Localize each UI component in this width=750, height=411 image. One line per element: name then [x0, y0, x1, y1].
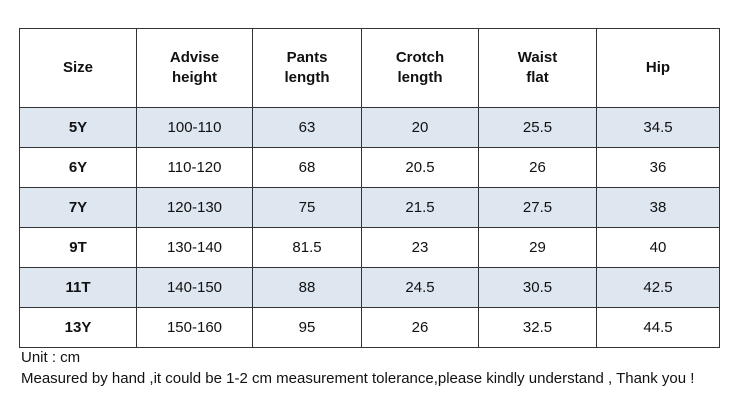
header-cell: Crotch length [361, 28, 479, 108]
value-cell: 25.5 [478, 107, 597, 148]
value-cell: 140-150 [136, 267, 253, 308]
size-table: Size Advise height Pants length Crotch length W… [19, 28, 720, 348]
notes: Unit : cm Measured by hand ,it could be 1… [21, 347, 694, 389]
size-cell: 5Y [19, 107, 137, 148]
header-line: flat [526, 69, 549, 86]
table-row: 6Y 110-120 68 20.5 26 36 [19, 147, 720, 188]
size-cell: 7Y [19, 187, 137, 228]
header-line: Pants [286, 49, 328, 66]
header-cell: Size [19, 28, 137, 108]
value-cell: 21.5 [361, 187, 479, 228]
value-cell: 42.5 [596, 267, 720, 308]
header-line: length [397, 69, 443, 86]
value-cell: 95 [252, 307, 362, 348]
value-cell: 110-120 [136, 147, 253, 188]
header-line: Hip [645, 59, 671, 76]
value-cell: 20 [361, 107, 479, 148]
value-cell: 120-130 [136, 187, 253, 228]
value-cell: 100-110 [136, 107, 253, 148]
header-line: length [284, 69, 330, 86]
note-line: Unit : cm [21, 349, 81, 366]
header-cell: Pants length [252, 28, 362, 108]
size-cell: 11T [19, 267, 137, 308]
value-cell: 68 [252, 147, 362, 188]
value-cell: 24.5 [361, 267, 479, 308]
value-cell: 20.5 [361, 147, 479, 188]
value-cell: 26 [478, 147, 597, 188]
size-cell: 9T [19, 227, 137, 268]
size-cell: 6Y [19, 147, 137, 188]
header-cell: Waist flat [478, 28, 597, 108]
value-cell: 150-160 [136, 307, 253, 348]
header-line: height [172, 69, 217, 86]
header-line: Crotch [395, 49, 445, 66]
header-line: Waist [517, 49, 558, 66]
value-cell: 30.5 [478, 267, 597, 308]
value-cell: 23 [361, 227, 479, 268]
value-cell: 34.5 [596, 107, 720, 148]
value-cell: 63 [252, 107, 362, 148]
table-row: 13Y 150-160 95 26 32.5 44.5 [19, 307, 720, 348]
value-cell: 32.5 [478, 307, 597, 348]
value-cell: 27.5 [478, 187, 597, 228]
value-cell: 40 [596, 227, 720, 268]
table-row: 9T 130-140 81.5 23 29 40 [19, 227, 720, 268]
table-row: 7Y 120-130 75 21.5 27.5 38 [19, 187, 720, 228]
value-cell: 88 [252, 267, 362, 308]
table-row: 11T 140-150 88 24.5 30.5 42.5 [19, 267, 720, 308]
value-cell: 26 [361, 307, 479, 348]
value-cell: 130-140 [136, 227, 253, 268]
header-row: Size Advise height Pants length Crotch length W… [19, 28, 720, 108]
value-cell: 81.5 [252, 227, 362, 268]
table-row: 5Y 100-110 63 20 25.5 34.5 [19, 107, 720, 148]
size-cell: 13Y [19, 307, 137, 348]
note-line: Measured by hand ,it could be 1-2 cm mea… [21, 370, 695, 387]
value-cell: 75 [252, 187, 362, 228]
value-cell: 38 [596, 187, 720, 228]
header-cell: Advise height [136, 28, 253, 108]
value-cell: 36 [596, 147, 720, 188]
value-cell: 44.5 [596, 307, 720, 348]
value-cell: 29 [478, 227, 597, 268]
header-line: Advise [169, 49, 220, 66]
header-line: Size [62, 59, 93, 76]
header-cell: Hip [596, 28, 720, 108]
table-body: 5Y 100-110 63 20 25.5 34.5 6Y 110-120 68 20.5 26 36… [19, 107, 720, 348]
